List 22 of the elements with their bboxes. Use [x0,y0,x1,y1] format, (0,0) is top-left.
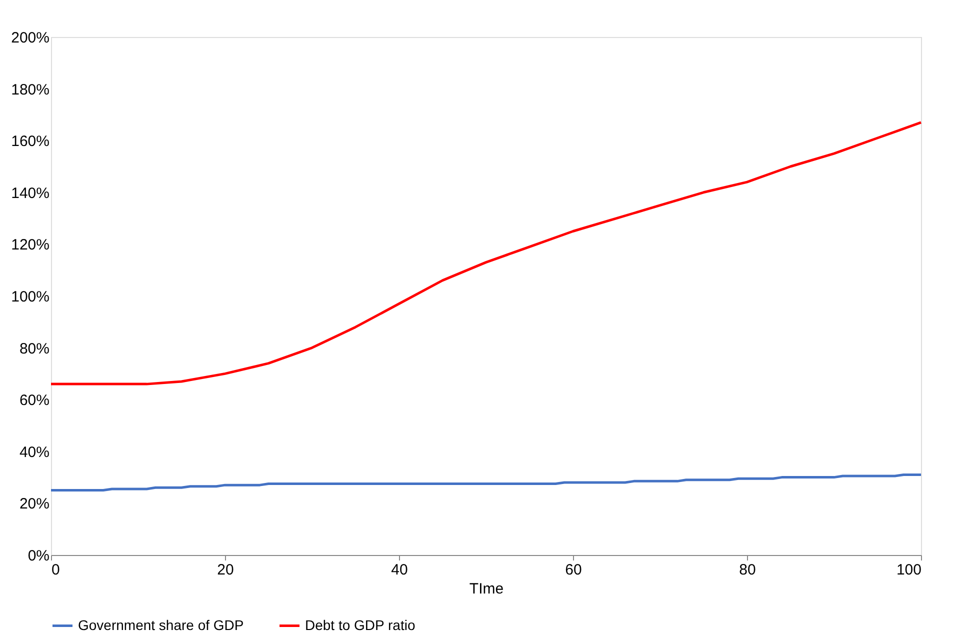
x-tick-label: 80 [739,562,756,578]
y-tick-label: 20% [19,496,50,513]
line-series [50,473,922,492]
y-tick-label: 100% [11,288,50,306]
y-tick-label: 40% [19,444,50,461]
x-tick-label: 20 [217,562,234,578]
y-tick-label: 160% [11,133,50,150]
y-tick-label: 120% [11,236,50,254]
x-tick-label: 60 [565,562,582,578]
line-series [50,121,922,386]
legend-label: Debt to GDP ratio [305,616,416,633]
y-tick-label: 180% [11,81,50,98]
y-tick-label: 80% [19,340,50,358]
y-tick-label: 200% [11,30,50,46]
x-axis-title: TIme [469,580,504,598]
x-tick-label: 100 [896,562,922,578]
y-tick-label: 0% [28,548,50,564]
y-tick-label: 60% [19,392,50,410]
y-tick-label: 140% [11,184,50,202]
legend-label: Government share of GDP [78,616,244,633]
x-tick-label: 40 [391,562,408,578]
x-tick-label: 0 [52,562,60,578]
